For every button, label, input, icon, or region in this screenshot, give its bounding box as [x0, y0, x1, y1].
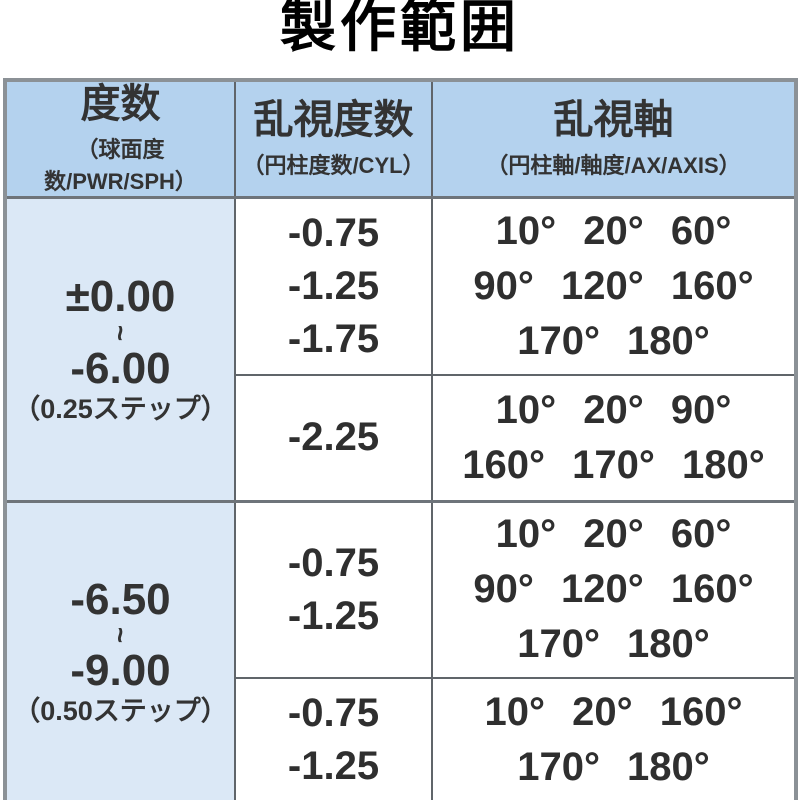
power-range-group1: ±0.00 ~ -6.00 （0.25ステップ）	[4, 196, 236, 503]
cyl-cell-group1-row1: -0.75 -1.25 -1.75	[234, 196, 433, 376]
header-axis-label: 乱視軸	[553, 98, 674, 142]
power-from-value: -6.50	[70, 574, 171, 624]
header-cylinder-sublabel: （円柱度数/CYL）	[242, 153, 425, 178]
cyl-value: -0.75	[287, 210, 380, 255]
range-tilde: ~	[105, 324, 137, 341]
axis-values-line: 170° 180°	[517, 622, 710, 667]
power-step-note: （0.25ステップ）	[13, 393, 228, 424]
table-header-row: 度数 （球面度数/PWR/SPH） 乱視度数 （円柱度数/CYL） 乱視軸 （円…	[4, 79, 797, 199]
power-from-value: ±0.00	[65, 272, 176, 322]
production-range-table: 度数 （球面度数/PWR/SPH） 乱視度数 （円柱度数/CYL） 乱視軸 （円…	[3, 78, 798, 800]
cyl-value: -2.25	[287, 415, 380, 460]
axis-cell-group1-row2: 10° 20° 90° 160° 170° 180°	[431, 373, 797, 503]
header-axis-sublabel: （円柱軸/軸度/AX/AXIS）	[486, 153, 741, 178]
axis-values-line: 10° 20° 160°	[484, 689, 743, 734]
cyl-cell-group2-row1: -0.75 -1.25	[234, 500, 433, 679]
header-cylinder-label: 乱視度数	[253, 98, 414, 142]
power-range-group2: -6.50 ~ -9.00 （0.50ステップ）	[4, 500, 236, 800]
table-row: -0.75 -1.25 10° 20° 160° 170° 180°	[5, 676, 797, 800]
axis-cell-group2-row2: 10° 20° 160° 170° 180°	[431, 676, 797, 800]
axis-values-line: 170° 180°	[517, 318, 710, 363]
cyl-value: -1.25	[287, 593, 380, 638]
cyl-value: -0.75	[287, 540, 380, 585]
axis-values-line: 170° 180°	[517, 744, 710, 789]
header-power: 度数 （球面度数/PWR/SPH）	[4, 79, 236, 199]
cyl-value: -1.25	[287, 263, 380, 308]
cyl-cell-group1-row2: -2.25	[234, 373, 433, 503]
cyl-value: -1.75	[287, 316, 380, 361]
axis-cell-group2-row1: 10° 20° 60° 90° 120° 160° 170° 180°	[431, 500, 797, 679]
axis-values-line: 160° 170° 180°	[462, 442, 765, 487]
header-cylinder: 乱視度数 （円柱度数/CYL）	[234, 79, 433, 199]
cyl-cell-group2-row2: -0.75 -1.25	[234, 676, 433, 800]
table-row: ±0.00 ~ -6.00 （0.25ステップ） -0.75 -1.25 -1.…	[4, 196, 797, 503]
cyl-value: -0.75	[287, 690, 380, 735]
power-step-note: （0.50ステップ）	[13, 696, 228, 727]
header-axis: 乱視軸 （円柱軸/軸度/AX/AXIS）	[431, 79, 797, 199]
page-title: 製作範囲	[280, 0, 520, 58]
table-row: -6.50 ~ -9.00 （0.50ステップ） -0.75 -1.25 10°…	[4, 500, 797, 800]
axis-cell-group1-row1: 10° 20° 60° 90° 120° 160° 170° 180°	[431, 196, 797, 376]
axis-values-line: 90° 120° 160°	[473, 567, 754, 612]
power-to-value: -6.00	[70, 343, 171, 393]
axis-values-line: 10° 20° 90°	[495, 387, 732, 432]
power-to-value: -9.00	[70, 645, 171, 695]
axis-values-line: 90° 120° 160°	[473, 263, 754, 308]
header-power-label: 度数	[80, 82, 161, 126]
table-row: -2.25 10° 20° 90° 160° 170° 180°	[5, 373, 797, 503]
cyl-value: -1.25	[287, 743, 380, 788]
header-power-sublabel: （球面度数/PWR/SPH）	[44, 137, 197, 194]
axis-values-line: 10° 20° 60°	[495, 208, 732, 253]
range-tilde: ~	[105, 626, 137, 644]
axis-values-line: 10° 20° 60°	[495, 512, 732, 557]
